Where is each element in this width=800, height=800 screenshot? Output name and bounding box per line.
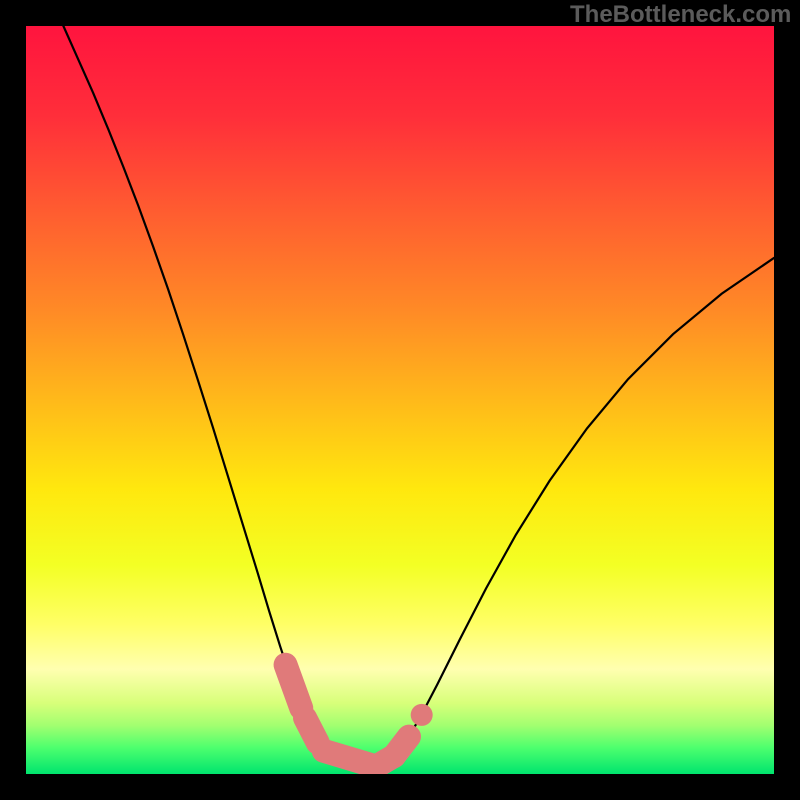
bottleneck-chart — [26, 26, 774, 774]
marker-capsule-0 — [286, 665, 302, 708]
marker-dot-0 — [411, 704, 433, 726]
marker-capsule-4 — [394, 737, 409, 756]
chart-frame — [0, 0, 800, 800]
watermark-label: TheBottleneck.com — [570, 1, 791, 29]
gradient-background — [26, 26, 774, 774]
marker-capsule-1 — [305, 718, 318, 743]
